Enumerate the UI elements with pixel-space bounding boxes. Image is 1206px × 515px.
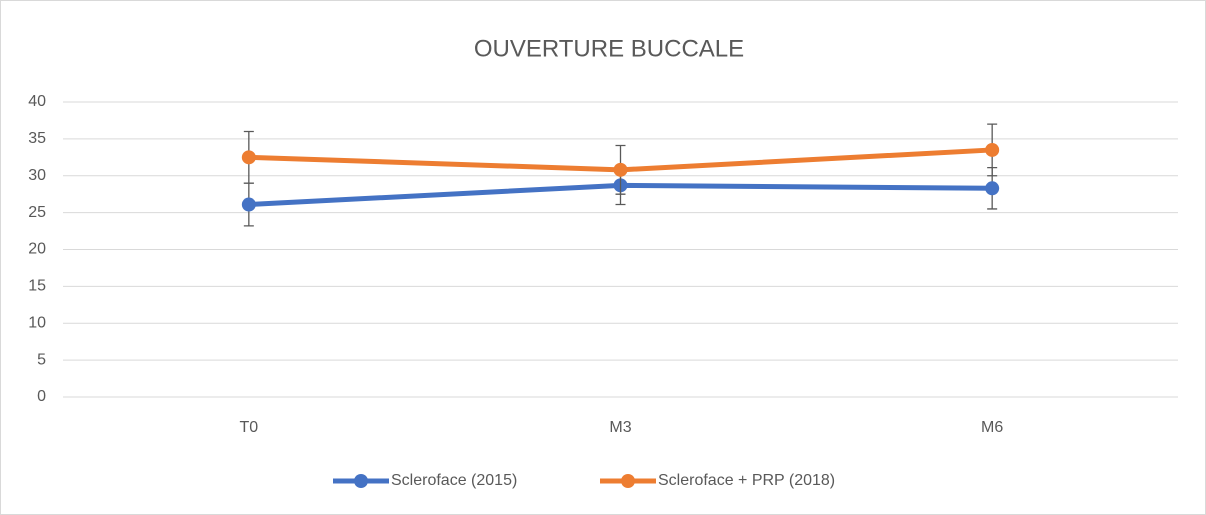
legend-marker bbox=[354, 474, 368, 488]
marker bbox=[985, 181, 1000, 196]
y-tick-label: 0 bbox=[37, 388, 46, 405]
y-tick-label: 25 bbox=[28, 204, 46, 221]
y-tick-label: 15 bbox=[28, 278, 46, 295]
y-tick-label: 30 bbox=[28, 167, 46, 184]
marker bbox=[613, 162, 628, 177]
marker bbox=[241, 150, 256, 165]
legend-label: Scleroface + PRP (2018) bbox=[658, 472, 835, 489]
marker bbox=[985, 142, 1000, 157]
x-tick-label: M6 bbox=[981, 419, 1003, 436]
y-tick-label: 10 bbox=[28, 314, 46, 331]
y-tick-label: 20 bbox=[28, 241, 46, 258]
marker bbox=[241, 197, 256, 212]
x-tick-label: T0 bbox=[239, 419, 258, 436]
legend-marker bbox=[621, 474, 635, 488]
x-tick-label: M3 bbox=[609, 419, 631, 436]
y-tick-label: 40 bbox=[28, 93, 46, 110]
legend-label: Scleroface (2015) bbox=[391, 472, 517, 489]
y-tick-label: 5 bbox=[37, 351, 46, 368]
y-tick-label: 35 bbox=[28, 130, 46, 147]
chart-title: OUVERTURE BUCCALE bbox=[474, 35, 744, 62]
